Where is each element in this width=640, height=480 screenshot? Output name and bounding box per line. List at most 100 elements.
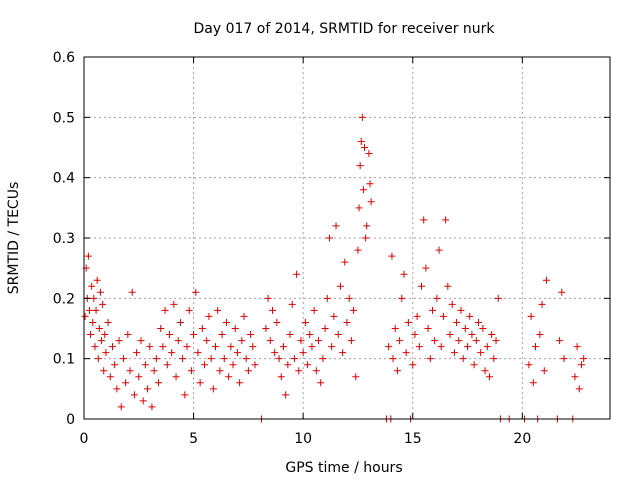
data-point bbox=[150, 367, 158, 375]
data-point bbox=[102, 349, 110, 357]
data-point bbox=[101, 331, 109, 339]
data-point bbox=[172, 373, 180, 381]
data-point bbox=[168, 349, 176, 357]
data-point bbox=[91, 343, 99, 351]
x-tick-label: 0 bbox=[80, 431, 89, 447]
data-point bbox=[122, 379, 130, 387]
data-point bbox=[426, 355, 434, 363]
data-point bbox=[144, 385, 152, 393]
data-point bbox=[264, 294, 272, 302]
data-point bbox=[415, 343, 423, 351]
data-point bbox=[404, 318, 412, 326]
data-point bbox=[236, 379, 244, 387]
data-point bbox=[492, 337, 500, 345]
data-point bbox=[290, 355, 298, 363]
data-point bbox=[93, 276, 101, 284]
data-point bbox=[141, 361, 149, 369]
data-point bbox=[174, 337, 182, 345]
data-point bbox=[481, 367, 489, 375]
data-point bbox=[183, 343, 191, 351]
data-point bbox=[192, 288, 200, 296]
data-point bbox=[152, 355, 160, 363]
data-point bbox=[388, 252, 396, 260]
data-point bbox=[420, 216, 428, 224]
data-point bbox=[573, 343, 581, 351]
data-point bbox=[398, 294, 406, 302]
data-point bbox=[527, 312, 535, 320]
data-point bbox=[95, 325, 103, 332]
x-tick-label: 20 bbox=[513, 431, 531, 447]
data-point bbox=[304, 361, 312, 369]
data-point bbox=[209, 385, 217, 393]
data-point bbox=[402, 349, 410, 357]
data-point bbox=[214, 306, 222, 314]
data-point bbox=[194, 349, 202, 357]
data-point bbox=[100, 367, 108, 375]
data-point bbox=[108, 343, 116, 351]
data-point bbox=[385, 343, 393, 351]
data-point bbox=[284, 361, 292, 369]
data-point bbox=[229, 361, 237, 369]
data-point bbox=[218, 331, 226, 339]
data-point bbox=[444, 282, 452, 290]
data-point bbox=[490, 355, 498, 363]
data-point bbox=[343, 318, 351, 326]
data-point bbox=[308, 343, 316, 351]
y-tick-label: 0.5 bbox=[53, 110, 75, 126]
data-point bbox=[538, 300, 546, 308]
data-point bbox=[531, 343, 539, 351]
data-point bbox=[201, 361, 209, 369]
data-point bbox=[391, 325, 399, 332]
data-point bbox=[341, 258, 349, 266]
data-point bbox=[328, 343, 336, 351]
data-point bbox=[464, 343, 472, 351]
data-point bbox=[279, 343, 287, 351]
data-point bbox=[148, 403, 156, 411]
data-point bbox=[352, 373, 360, 381]
data-point bbox=[466, 312, 474, 320]
data-point bbox=[133, 349, 141, 357]
data-point bbox=[286, 331, 294, 339]
data-point bbox=[117, 403, 125, 411]
data-point bbox=[130, 391, 138, 399]
data-point bbox=[350, 306, 358, 314]
data-point bbox=[310, 306, 318, 314]
data-point bbox=[273, 318, 281, 326]
data-point bbox=[207, 355, 215, 363]
data-point bbox=[578, 361, 586, 369]
data-point bbox=[139, 397, 147, 405]
data-point bbox=[358, 113, 366, 121]
data-point bbox=[312, 367, 320, 375]
x-tick-label: 5 bbox=[189, 431, 198, 447]
data-point bbox=[190, 331, 198, 339]
data-point bbox=[363, 222, 371, 230]
data-point bbox=[365, 150, 373, 158]
data-point bbox=[87, 331, 95, 339]
data-point bbox=[155, 379, 163, 387]
data-point bbox=[301, 318, 309, 326]
data-point bbox=[165, 331, 173, 339]
y-axis-label: SRMTID / TECUs bbox=[6, 182, 22, 295]
data-point bbox=[361, 144, 369, 151]
data-point bbox=[483, 343, 491, 351]
data-point bbox=[196, 379, 204, 387]
y-tick-label: 0.4 bbox=[53, 171, 75, 187]
data-point bbox=[299, 349, 307, 357]
data-point bbox=[128, 288, 136, 296]
data-point bbox=[459, 355, 467, 363]
data-point bbox=[536, 331, 544, 339]
y-tick-label: 0 bbox=[66, 412, 75, 428]
data-point bbox=[453, 318, 461, 326]
data-point bbox=[540, 367, 548, 375]
data-point bbox=[159, 343, 167, 351]
data-point bbox=[99, 300, 107, 308]
data-point bbox=[277, 373, 285, 381]
x-axis-label: GPS time / hours bbox=[285, 460, 402, 476]
data-point bbox=[450, 349, 458, 357]
data-point bbox=[345, 294, 353, 302]
data-point bbox=[472, 337, 480, 345]
data-point bbox=[233, 349, 241, 357]
data-point bbox=[354, 246, 362, 254]
data-point bbox=[393, 367, 401, 375]
data-point bbox=[433, 294, 441, 302]
